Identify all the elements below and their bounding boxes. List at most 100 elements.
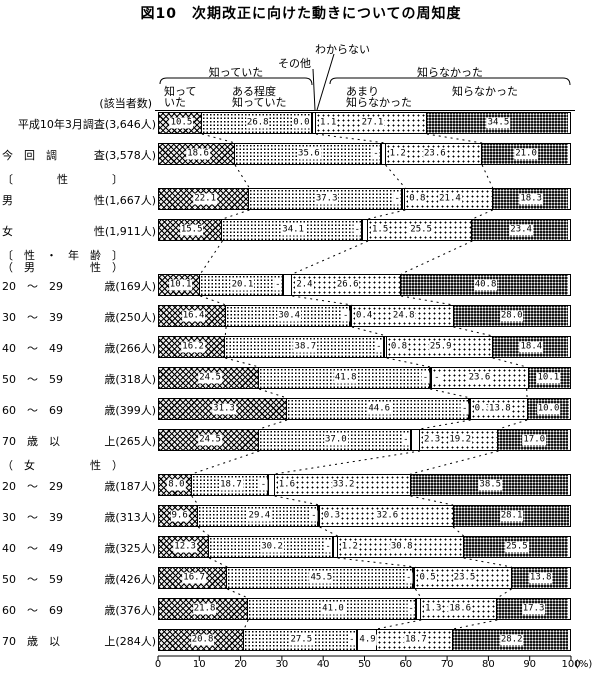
- value-label: 18.7: [219, 479, 243, 491]
- connector-line: [400, 240, 473, 275]
- value-label: 27.5: [289, 634, 314, 646]
- row-label: 40 〜 49 歳(325人): [2, 540, 156, 556]
- value-label: 26.8: [245, 117, 270, 129]
- row-label-count: 歳(313人): [104, 511, 156, 524]
- value-label: 20.8: [190, 634, 215, 646]
- value-label: 0.3: [322, 510, 341, 522]
- row-label-count: 歳(325人): [104, 542, 156, 555]
- bar: 12.3 30.2 -1.2 30.8 25.5: [158, 536, 571, 558]
- value-label: 28.0: [499, 310, 524, 322]
- value-label: 23.5: [452, 572, 477, 584]
- row-label: 70 歳 以 上(284人): [2, 633, 156, 649]
- connector-line: [259, 419, 288, 430]
- value-label: 30.4: [277, 310, 302, 322]
- value-label: -: [404, 572, 413, 584]
- row-label-text: 60 〜 69: [2, 604, 63, 617]
- value-label: 22.1: [193, 193, 218, 205]
- figure-title: 図10 次期改正に向けた動きについての周知度: [140, 6, 462, 22]
- bar-segment-3: [361, 220, 368, 240]
- value-label: 28.2: [499, 634, 524, 646]
- bar-segment-3: [401, 189, 406, 209]
- connector-line: [376, 619, 422, 630]
- row-label: 20 〜 29 歳(169人): [2, 278, 156, 294]
- axis-tick-label: 60: [399, 659, 413, 670]
- connector-line: [337, 557, 416, 568]
- brace-not-knew: [329, 77, 571, 86]
- value-label: 26.6: [335, 279, 360, 291]
- bar: 18.6 35.6 -1.2 23.6 21.0: [158, 143, 571, 165]
- axis-tick-label: 10: [192, 659, 206, 670]
- value-label: 30.2: [260, 541, 284, 553]
- connector-line: [492, 357, 527, 368]
- section-label: 〔 性 〕: [2, 173, 123, 186]
- connector-line: [453, 326, 493, 337]
- value-label: -: [310, 510, 318, 522]
- value-label: -: [407, 603, 415, 615]
- row-label: 50 〜 59 歳(318人): [2, 371, 156, 387]
- value-label: 4.9: [358, 634, 377, 646]
- legend-other: その他: [278, 57, 311, 70]
- bar-segment-3: [469, 399, 472, 419]
- bar-segment-3: [332, 537, 338, 557]
- value-label: 30.8: [389, 541, 414, 553]
- row-label-count: 歳(318人): [104, 373, 156, 386]
- bar: 10.1 20.1 - 2.4 26.6 40.8: [158, 274, 571, 296]
- value-label: 16.2: [181, 341, 205, 353]
- row-label-text: 女: [2, 225, 13, 238]
- value-label: 37.3: [314, 193, 339, 205]
- value-label: 16.7: [182, 572, 206, 584]
- connector-line: [410, 450, 499, 475]
- row-label: 女 性(1,911人): [2, 223, 156, 239]
- section-label: （ 女 性 ）: [2, 459, 123, 472]
- connector-line: [496, 588, 512, 599]
- value-label: 10.5: [169, 117, 194, 129]
- value-label: -: [341, 310, 350, 322]
- connector-line: [452, 526, 465, 537]
- value-label: 8.0: [167, 479, 186, 491]
- connector-line: [243, 619, 249, 630]
- axis-tick-label: 90: [523, 659, 537, 670]
- value-label: -: [402, 434, 410, 446]
- value-label: -: [259, 479, 268, 491]
- value-label: 41.0: [321, 603, 345, 615]
- bar: 21.8 41.0 -1.3 18.6 17.3: [158, 598, 571, 620]
- connector-line: [472, 209, 493, 220]
- bar: 16.4 30.4 -0.4 24.8 28.0: [158, 305, 571, 327]
- value-label: 20.1: [230, 279, 255, 291]
- row-label-text: 60 〜 69: [2, 404, 63, 417]
- value-label: 21.0: [514, 148, 538, 160]
- dont-know-pointer-line: [316, 53, 335, 111]
- value-label: -: [375, 341, 383, 353]
- legend-group-knew: 知っていた: [208, 66, 264, 79]
- row-label-count: 査(3,578人): [93, 149, 156, 162]
- connector-line: [367, 209, 406, 220]
- bar-segment-3: [410, 430, 420, 450]
- other-pointer-line: [312, 68, 316, 111]
- value-label: 1.2: [388, 148, 407, 160]
- connector-line: [199, 240, 223, 275]
- bar: 10.5 26.8 0.0 1.1 27.1 34.5: [158, 112, 571, 134]
- value-label: 32.6: [375, 510, 400, 522]
- connector-line: [274, 450, 421, 475]
- legend-sub-not-much: あまり 知らなかった: [346, 85, 412, 109]
- connector-line: [225, 357, 260, 368]
- row-label-count: 歳(187人): [104, 480, 156, 493]
- connector-line: [481, 164, 494, 189]
- axis-tick-label: 50: [358, 659, 371, 670]
- value-label: 18.4: [519, 341, 544, 353]
- row-label-text: 20 〜 29: [2, 280, 63, 293]
- connector-line: [452, 619, 498, 630]
- row-label-text: 40 〜 49: [2, 542, 63, 555]
- row-label: 男 性(1,667人): [2, 192, 156, 208]
- bar: 22.1 37.3 -0.8 21.4 18.3: [158, 188, 571, 210]
- value-label: 17.3: [521, 603, 546, 615]
- value-label: 24.5: [198, 372, 222, 384]
- row-label: 20 〜 29 歳(187人): [2, 478, 156, 494]
- connector-line: [419, 419, 471, 430]
- axis-tick-label: 100: [561, 659, 581, 670]
- value-label: 1.3: [424, 603, 443, 615]
- connector-line: [430, 388, 471, 399]
- connector-line: [385, 164, 406, 189]
- value-label: 27.1: [360, 117, 385, 129]
- row-label-count: 歳(169人): [104, 280, 156, 293]
